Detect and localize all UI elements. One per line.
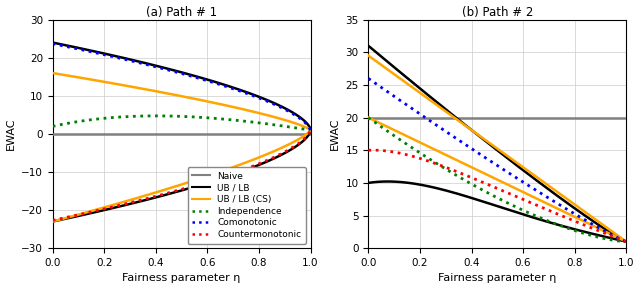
Title: (a) Path # 1: (a) Path # 1 [146, 5, 217, 18]
Y-axis label: EWAC: EWAC [6, 118, 15, 150]
X-axis label: Fairness parameter η: Fairness parameter η [122, 273, 241, 284]
X-axis label: Fairness parameter η: Fairness parameter η [438, 273, 557, 284]
Y-axis label: EWAC: EWAC [330, 118, 340, 150]
Title: (b) Path # 2: (b) Path # 2 [461, 5, 533, 18]
Legend: Naive, UB / LB, UB / LB (CS), Independence, Comonotonic, Countermonotonic: Naive, UB / LB, UB / LB (CS), Independen… [188, 167, 306, 244]
